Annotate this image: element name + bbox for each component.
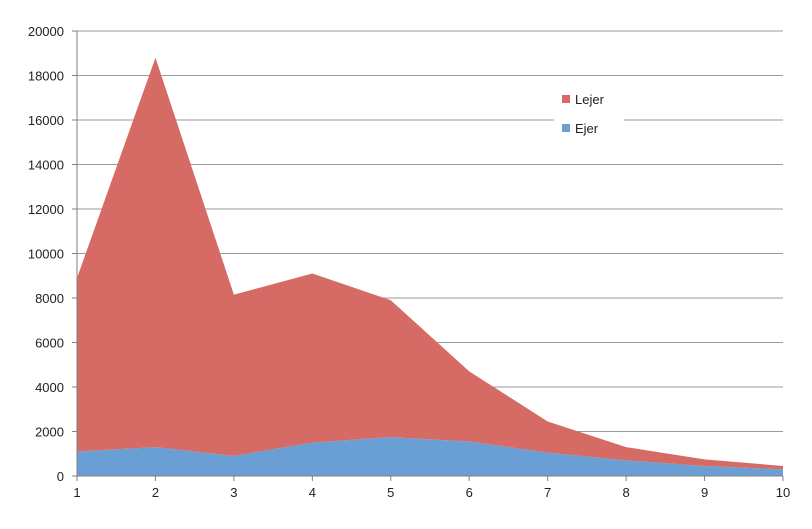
x-tick-label: 1 bbox=[73, 485, 80, 500]
y-tick-label: 16000 bbox=[28, 113, 64, 128]
x-tick-label: 2 bbox=[152, 485, 159, 500]
x-tick-label: 9 bbox=[701, 485, 708, 500]
y-tick-label: 20000 bbox=[28, 24, 64, 39]
x-tick-label: 7 bbox=[544, 485, 551, 500]
x-tick-label: 6 bbox=[466, 485, 473, 500]
legend-label-ejer: Ejer bbox=[575, 121, 599, 136]
y-tick-label: 4000 bbox=[35, 380, 64, 395]
area-series-layer bbox=[77, 57, 783, 476]
x-tick-label: 8 bbox=[622, 485, 629, 500]
legend-swatch-lejer bbox=[562, 95, 570, 103]
x-tick-label: 10 bbox=[776, 485, 790, 500]
axes bbox=[72, 30, 784, 481]
y-tick-labels: 0 2000 4000 6000 8000 10000 12000 14000 16000 180… bbox=[28, 24, 64, 484]
y-tick-label: 10000 bbox=[28, 247, 64, 262]
y-tick-label: 18000 bbox=[28, 69, 64, 84]
y-tick-label: 6000 bbox=[35, 336, 64, 351]
area-series-ejer bbox=[77, 437, 783, 476]
legend-label-lejer: Lejer bbox=[575, 92, 605, 107]
legend: Lejer Ejer bbox=[554, 86, 624, 144]
legend-swatch-ejer bbox=[562, 124, 570, 132]
x-tick-label: 5 bbox=[387, 485, 394, 500]
y-tick-label: 12000 bbox=[28, 202, 64, 217]
y-tick-label: 14000 bbox=[28, 158, 64, 173]
x-tick-labels: 1 2 3 4 5 6 7 8 9 10 bbox=[73, 485, 790, 500]
y-tick-label: 0 bbox=[57, 469, 64, 484]
x-tick-label: 4 bbox=[309, 485, 316, 500]
area-series-lejer bbox=[77, 57, 783, 470]
x-tick-label: 3 bbox=[230, 485, 237, 500]
y-tick-label: 8000 bbox=[35, 291, 64, 306]
y-tick-label: 2000 bbox=[35, 425, 64, 440]
